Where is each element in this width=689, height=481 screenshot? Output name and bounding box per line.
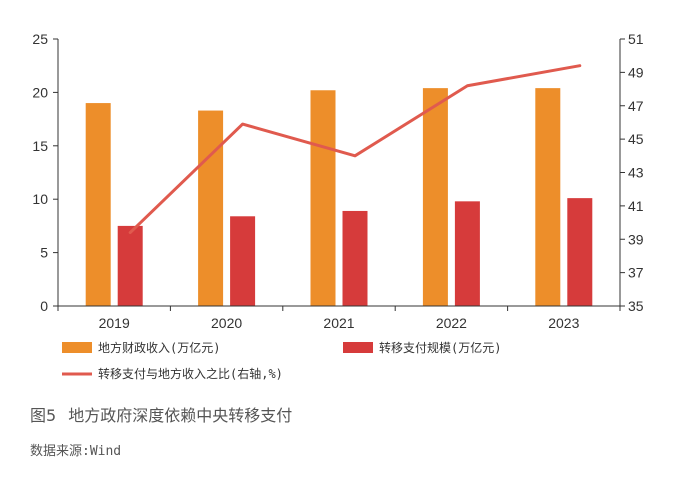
- right-tick-label: 37: [628, 265, 644, 281]
- ratio-point-2023: [578, 64, 581, 67]
- bar-transfer-2022: [454, 201, 480, 306]
- figure-number: 图5: [30, 406, 57, 425]
- bar-revenue-2022: [422, 88, 448, 307]
- left-tick-label: 0: [40, 298, 48, 314]
- left-tick-label: 20: [32, 84, 48, 100]
- bar-transfer-2020: [230, 216, 256, 306]
- x-tick-label: 2023: [548, 315, 579, 331]
- ratio-line: [128, 64, 582, 235]
- legend-layer: 地方财政收入(万亿元) 转移支付规模(万亿元) 转移支付与地方收入之比(右轴,%): [62, 340, 501, 381]
- data-source: 数据来源:Wind: [30, 444, 122, 459]
- legend-swatch-transfer: [343, 342, 373, 353]
- right-tick-label: 43: [628, 165, 644, 181]
- ratio-point-2021: [353, 154, 357, 158]
- line-layer: [128, 64, 582, 235]
- figure-title: 地方政府深度依赖中央转移支付: [68, 406, 293, 425]
- bars-layer: [85, 88, 593, 307]
- legend-label-ratio: 转移支付与地方收入之比(右轴,%): [98, 366, 283, 381]
- x-tick-label: 2021: [323, 315, 354, 331]
- right-tick-label: 41: [628, 198, 644, 214]
- bar-transfer-2023: [567, 198, 593, 306]
- legend-label-revenue: 地方财政收入(万亿元): [98, 340, 220, 355]
- right-tick-label: 49: [628, 64, 644, 80]
- axes-layer: 0 5 10 15 20 25 35 37 39 41 43 45 47 49 51 2019 2020 2021…: [32, 31, 643, 331]
- ratio-point-2020: [241, 122, 244, 126]
- left-tick-label: 10: [32, 191, 48, 207]
- right-tick-label: 45: [628, 131, 644, 147]
- bar-transfer-2019: [117, 225, 143, 306]
- right-tick-label: 47: [628, 98, 644, 114]
- figure-caption: 图5 地方政府深度依赖中央转移支付: [30, 402, 292, 426]
- ratio-point-2019: [129, 231, 132, 234]
- x-tick-label: 2022: [436, 315, 467, 331]
- legend-swatch-revenue: [62, 342, 92, 353]
- left-tick-label: 5: [40, 245, 48, 261]
- left-tick-label: 25: [32, 31, 48, 47]
- bar-revenue-2020: [198, 110, 224, 306]
- bar-revenue-2019: [85, 103, 111, 306]
- right-tick-label: 39: [628, 231, 644, 247]
- x-tick-label: 2019: [99, 315, 130, 331]
- ratio-point-2022: [466, 84, 469, 87]
- legend-label-transfer: 转移支付规模(万亿元): [379, 340, 501, 355]
- bar-revenue-2021: [310, 90, 336, 306]
- chart: 0 5 10 15 20 25 35 37 39 41 43 45 47 49 51 2019 2020 2021…: [32, 31, 643, 381]
- right-tick-label: 35: [628, 298, 644, 314]
- x-tick-label: 2020: [211, 315, 242, 331]
- right-tick-label: 51: [628, 31, 644, 47]
- bar-revenue-2023: [535, 88, 561, 307]
- left-tick-label: 15: [32, 138, 48, 154]
- bar-transfer-2021: [342, 210, 368, 306]
